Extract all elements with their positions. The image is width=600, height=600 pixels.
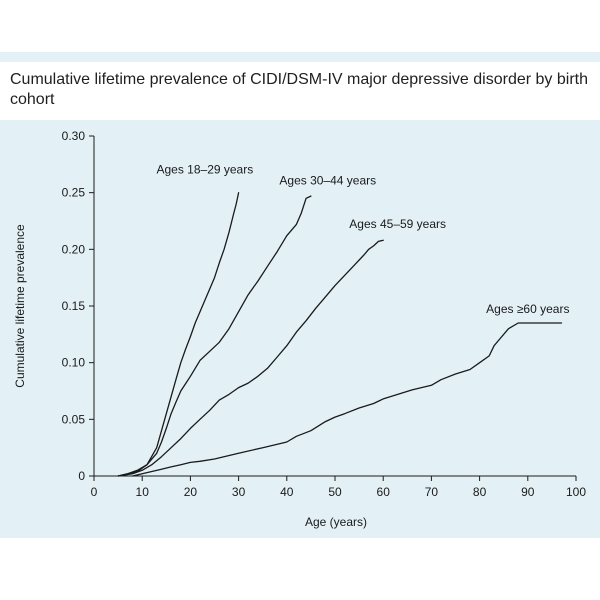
series-label-3: Ages 45–59 years <box>349 217 446 231</box>
x-tick-label: 0 <box>91 485 98 499</box>
x-tick-label: 100 <box>566 485 586 499</box>
y-axis-label: Cumulative lifetime prevalence <box>13 224 27 388</box>
title-band <box>0 62 600 120</box>
x-tick-label: 60 <box>377 485 391 499</box>
series-line-2 <box>117 195 312 477</box>
series-line-4 <box>131 322 563 477</box>
x-tick-label: 20 <box>184 485 198 499</box>
y-tick-label: 0.10 <box>62 356 86 370</box>
y-tick-label: 0.15 <box>62 299 86 313</box>
x-tick-label: 50 <box>328 485 342 499</box>
series-label-1: Ages 18–29 years <box>156 162 253 176</box>
series-line-3 <box>117 239 384 477</box>
y-tick-label: 0.20 <box>62 242 86 256</box>
y-tick-label: 0.30 <box>62 129 86 143</box>
x-tick-label: 30 <box>232 485 246 499</box>
series-label-4: Ages ≥60 years <box>486 302 569 316</box>
y-tick-label: 0.05 <box>62 412 86 426</box>
x-tick-label: 10 <box>136 485 150 499</box>
y-tick-label: 0 <box>78 469 85 483</box>
y-tick-label: 0.25 <box>62 186 86 200</box>
plot-area: 0 10 20 30 40 50 60 70 80 90 100 0 0.05 0.10 0.15 0.20 0… <box>62 129 587 499</box>
x-tick-label: 40 <box>280 485 294 499</box>
chart-title: Cumulative lifetime prevalence of CIDI/D… <box>10 71 588 108</box>
x-tick-label: 70 <box>425 485 439 499</box>
chart-background <box>0 52 600 538</box>
series-line-1 <box>117 192 240 477</box>
x-tick-label: 90 <box>521 485 535 499</box>
x-tick-label: 80 <box>473 485 487 499</box>
series-label-2: Ages 30–44 years <box>279 174 376 188</box>
x-axis-label: Age (years) <box>305 515 367 529</box>
